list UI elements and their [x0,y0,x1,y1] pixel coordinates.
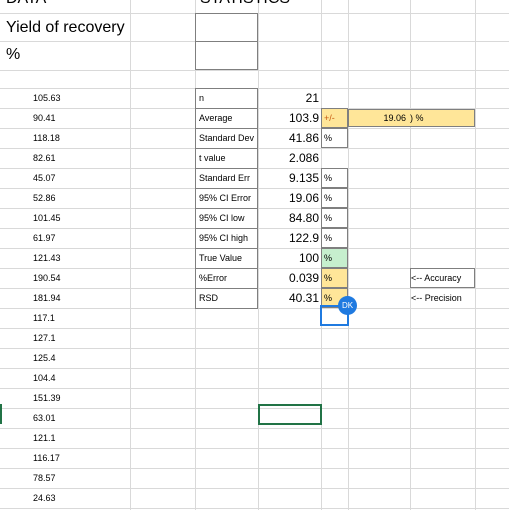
collaborator-avatar[interactable]: DK [338,296,357,315]
grid-line [0,468,509,469]
accuracy-note[interactable]: <-- Accuracy [411,273,462,283]
stat-value[interactable]: 19.06 [288,191,319,205]
stat-label[interactable]: Average [195,108,258,129]
data-value-cell[interactable]: 127.1 [33,333,56,343]
data-value-cell[interactable]: 117.1 [33,313,55,323]
stat-unit[interactable]: % [321,228,348,248]
data-value-cell[interactable]: 101.45 [33,213,61,223]
data-value-cell[interactable]: 52.86 [33,193,56,203]
grid-line [0,488,509,489]
grid-line [0,70,509,71]
stat-value[interactable]: 41.86 [288,131,319,145]
data-value-cell[interactable]: 90.41 [33,113,56,123]
stat-unit[interactable]: % [321,248,348,268]
unit-label[interactable]: % [6,46,21,63]
ci-error-box[interactable] [348,109,475,127]
row-selection-marker [0,404,2,424]
data-value-cell[interactable]: 125.4 [33,353,56,363]
data-value-cell[interactable]: 104.4 [33,373,56,383]
data-value-cell[interactable]: 151.39 [33,393,61,403]
grid-line [475,0,476,510]
stat-unit[interactable] [321,148,348,168]
grid-line [258,0,259,510]
stat-unit[interactable]: % [321,168,348,188]
stat-unit[interactable]: % [321,128,348,148]
stat-value[interactable]: 122.9 [288,231,319,245]
data-value-cell[interactable]: 116.17 [33,453,60,463]
stat-unit[interactable] [321,88,348,108]
data-value-cell[interactable]: 105.63 [33,93,61,103]
stat-label[interactable]: RSD [195,288,258,309]
ci-error-unit: ) % [410,113,424,123]
data-value-cell[interactable]: 61.97 [33,233,56,243]
stat-label[interactable]: 95% CI Error [195,188,258,209]
grid-line [348,0,349,510]
grid-line [130,0,131,510]
grid-line [0,428,509,429]
accuracy-note-box [410,268,475,288]
stat-label[interactable]: True Value [195,248,258,269]
yield-title[interactable]: Yield of recovery [6,19,125,36]
ci-error-value: 19.06 [383,113,406,123]
grid-line [0,328,509,329]
data-value-cell[interactable]: 118.18 [33,133,60,143]
stat-value[interactable]: 9.135 [288,171,319,185]
stat-value[interactable]: 103.9 [288,111,319,125]
stat-label[interactable]: t value [195,148,258,169]
stat-value[interactable]: 21 [305,91,319,105]
stat-value[interactable]: 40.31 [288,291,319,305]
stat-label[interactable]: Standard Dev [195,128,258,149]
grid-line [0,448,509,449]
stat-value[interactable]: 2.086 [288,151,319,165]
grid-line [0,508,509,509]
data-value-cell[interactable]: 78.57 [33,473,56,483]
precision-note[interactable]: <-- Precision [411,293,462,303]
stat-label[interactable]: %Error [195,268,258,289]
stat-label[interactable]: 95% CI low [195,208,258,229]
data-value-cell[interactable]: 121.43 [33,253,61,263]
data-value-cell[interactable]: 24.63 [33,493,56,503]
stat-value[interactable]: 0.039 [288,271,319,285]
stat-label[interactable]: Standard Err [195,168,258,189]
active-cell-cursor[interactable] [320,305,349,326]
data-header[interactable]: DATA [6,0,126,10]
stats-header-box[interactable] [195,13,258,42]
grid-line [410,0,411,510]
stat-unit[interactable]: % [321,188,348,208]
stat-label[interactable]: 95% CI high [195,228,258,249]
stats-header-box[interactable] [195,41,258,70]
grid-line [0,368,509,369]
stat-label[interactable]: n [195,88,258,109]
grid-line [0,388,509,389]
data-value-cell[interactable]: 82.61 [33,153,56,163]
data-value-cell[interactable]: 190.54 [33,273,61,283]
data-value-cell[interactable]: 121.1 [33,433,56,443]
stat-value[interactable]: 100 [298,251,319,265]
grid-line [0,408,509,409]
stat-unit[interactable]: +/- [321,108,348,128]
stat-unit[interactable]: % [321,208,348,228]
selected-cell[interactable] [258,404,322,425]
stat-value[interactable]: 84.80 [288,211,319,225]
data-value-cell[interactable]: 181.94 [33,293,61,303]
data-value-cell[interactable]: 45.07 [33,173,56,183]
statistics-header[interactable]: STATISTICS [200,0,310,10]
stat-unit[interactable]: % [321,268,348,288]
data-value-cell[interactable]: 63.01 [33,413,56,423]
grid-line [0,348,509,349]
